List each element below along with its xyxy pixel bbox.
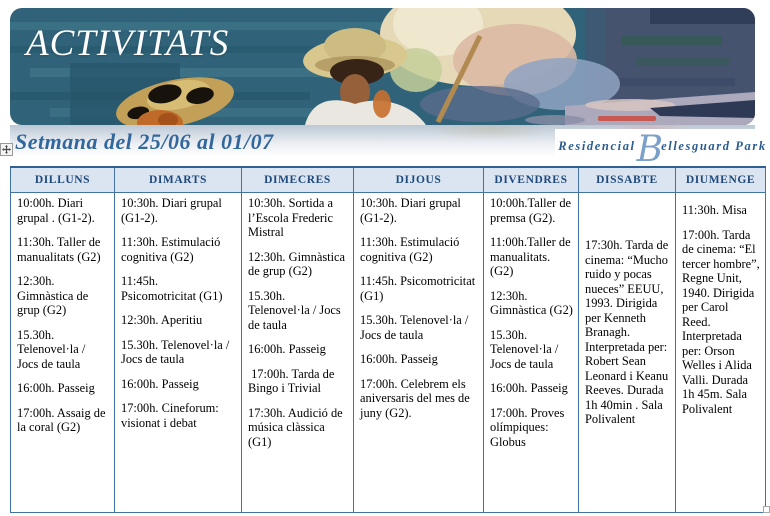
logo-text-prefix: Residencial — [558, 139, 636, 153]
activity-item: 15.30h. Telenovel·la / Jocs de taula — [248, 288, 344, 332]
activity-item: 17:00h. Assaig de la coral (G2) — [17, 405, 109, 435]
activity-item: 10:30h. Diari grupal (G1-2). — [121, 196, 225, 225]
move-arrows-icon — [2, 145, 11, 154]
banner-image: ACTIVITATS — [10, 8, 755, 125]
activity-item: 17:30h. Audició de música clàssica (G1) — [248, 405, 346, 449]
activity-item: 10:00h. Diari grupal . (G1-2). — [17, 196, 95, 225]
day-column-dilluns: 10:00h. Diari grupal . (G1-2). 11:30h. Ta… — [10, 192, 115, 513]
day-header-divendres: DIVENDRES — [483, 166, 579, 193]
activity-item: 12:30h. Gimnàstica de grup (G2) — [248, 249, 349, 279]
day-column-diumenge: 11:30h. Misa 17:00h. Tarda de cinema: “El… — [675, 192, 766, 513]
activity-item: 16:00h. Passeig — [121, 376, 199, 391]
logo-text-rest: ellesguard Park — [661, 139, 767, 153]
activity-item: 16:00h. Passeig — [248, 342, 326, 356]
activity-item: 15.30h. Telenovel·la / Jocs de taula — [121, 337, 233, 367]
table-move-handle[interactable] — [0, 143, 13, 156]
activity-item: 12:30h. Aperitiu — [121, 313, 203, 327]
schedule-table: DILLUNS DIMARTS DIMECRES DIJOUS DIVENDRES DIS… — [10, 166, 766, 513]
page-title: ACTIVITATS — [26, 23, 230, 64]
day-column-divendres: 10:00h.Taller de premsa (G2). 11:00h.Tall… — [483, 192, 579, 513]
day-header-diumenge: DIUMENGE — [675, 166, 766, 193]
day-column-dijous: 10:30h. Diari grupal (G1-2). 11:30h. Esti… — [353, 192, 484, 513]
activity-item: 16:00h. Passeig — [360, 352, 438, 366]
day-column-dimecres: 10:30h. Sortida a l’Escola Frederic Mist… — [241, 192, 354, 513]
activity-item: 10:30h. Diari grupal (G1-2). — [360, 196, 464, 225]
activity-item: 11:30h. Taller de manualitats (G2) — [17, 235, 104, 264]
painting-graphic — [10, 8, 755, 125]
activity-item: 17:00h. Celebrem els aniversaris del mes… — [360, 376, 473, 420]
activity-item: 10:30h. Sortida a l’Escola Frederic Mist… — [248, 196, 337, 239]
activity-item: 11:30h. Estimulació cognitiva (G2) — [121, 235, 224, 264]
activity-item: 11:45h. Psicomotricitat (G1) — [121, 274, 223, 303]
table-resize-handle[interactable] — [763, 506, 770, 513]
activity-item: 15.30h. Telenovel·la / Jocs de taula — [17, 327, 89, 371]
day-body-row: 10:00h. Diari grupal . (G1-2). 11:30h. Ta… — [10, 192, 766, 513]
activity-item: 17:00h. Proves olímpiques: Globus — [490, 405, 568, 449]
activity-item: 17:00h. Tarda de cinema: “El tercer homb… — [682, 227, 763, 416]
activity-item: 16:00h. Passeig — [490, 381, 568, 395]
activity-item: 10:00h.Taller de premsa (G2). — [490, 196, 575, 225]
week-subtitle: Setmana del 25/06 al 01/07 — [15, 129, 274, 154]
activity-item: 17:00h. Tarda de Bingo i Trivial — [248, 366, 338, 396]
activity-item: 15.30h. Telenovel·la / Jocs de taula — [490, 327, 562, 371]
day-header-dilluns: DILLUNS — [10, 166, 115, 193]
activity-item: 17:30h. Tarda de cinema: “Mucho ruido y … — [585, 238, 672, 426]
day-header-row: DILLUNS DIMARTS DIMECRES DIJOUS DIVENDRES DIS… — [10, 166, 766, 193]
day-column-dissabte: 17:30h. Tarda de cinema: “Mucho ruido y … — [578, 192, 676, 513]
day-header-dimecres: DIMECRES — [241, 166, 354, 193]
day-header-dissabte: DISSABTE — [578, 166, 676, 193]
activity-item: 11:45h. Psicomotricitat (G1) — [360, 274, 479, 303]
activity-item: 11:00h.Taller de manualitats. (G2) — [490, 235, 574, 278]
day-header-dimarts: DIMARTS — [114, 166, 242, 193]
activity-item: 15.30h. Telenovel·la / Jocs de taula — [360, 313, 472, 342]
activity-item: 12:30h. Gimnàstica (G2) — [490, 288, 573, 318]
activity-item: 12:30h. Gimnàstica de grup (G2) — [17, 274, 92, 317]
activity-item: 11:30h. Misa — [682, 203, 747, 217]
day-column-dimarts: 10:30h. Diari grupal (G1-2). 11:30h. Esti… — [114, 192, 242, 513]
day-header-dijous: DIJOUS — [353, 166, 484, 193]
activity-item: 17:00h. Cineforum: visionat i debat — [121, 401, 222, 430]
activity-item: 16:00h. Passeig — [17, 381, 95, 395]
activity-item: 11:30h. Estimulació cognitiva (G2) — [360, 235, 463, 264]
